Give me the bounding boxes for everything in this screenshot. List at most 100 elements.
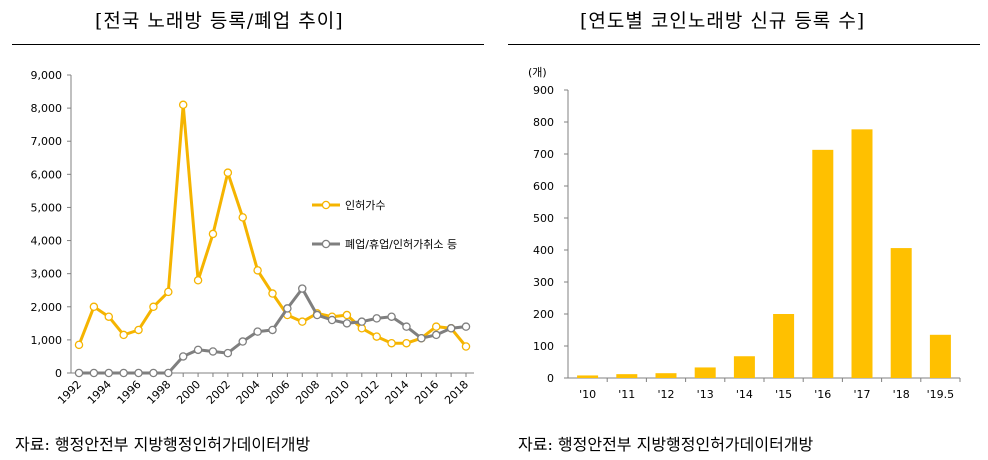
x-tick-label: '19.5: [927, 388, 955, 401]
legend-label-2: 폐업/휴업/인허가취소 등: [345, 238, 457, 251]
legend-label-1: 인허가수: [345, 199, 385, 212]
x-tick-label: '13: [697, 388, 714, 401]
bar-5: [773, 314, 795, 378]
y-tick-label: 200: [533, 308, 554, 321]
bar-3: [694, 367, 716, 378]
series-2-point: [372, 314, 381, 323]
series-2-point: [417, 333, 426, 343]
x-tick-label: '11: [618, 388, 635, 401]
x-tick-label: 1994: [85, 378, 114, 407]
series-2-point: [119, 368, 128, 378]
series-1-point: [149, 302, 158, 312]
series-1-point: [178, 100, 188, 110]
right-source-note: 자료: 행정안전부 지방행정인허가데이터개방: [518, 435, 814, 454]
x-tick-label: 2014: [383, 378, 412, 407]
right-title-divider: [508, 44, 980, 45]
series-1-point: [268, 289, 277, 298]
series-2-point: [74, 368, 84, 378]
series-2-point: [461, 322, 471, 331]
x-tick-label: 1992: [55, 378, 84, 407]
y-tick-label: 9,000: [31, 69, 63, 82]
series-2-point: [312, 310, 322, 320]
series-2-point: [238, 337, 247, 346]
y-tick-label: 0: [55, 367, 62, 380]
series-1-point: [342, 310, 352, 320]
series-2-point: [387, 312, 396, 321]
x-tick-label: '14: [736, 388, 753, 401]
bar-chart: (개) 0 100 200 300 400 500 600 700 800 900 '10 '11 '12…: [528, 66, 961, 401]
y-tick-label: 3,000: [31, 268, 63, 281]
series-1-point: [253, 266, 262, 275]
line-chart: 0 1,000 2,000 3,000 4,000 5,000 6,000 7,000 8,00…: [31, 69, 474, 407]
series-2-point: [149, 368, 158, 378]
x-tick-label: 1998: [144, 378, 173, 407]
right-chart-title: [연도별 코인노래방 신규 등록 수]: [580, 10, 866, 32]
legend-marker-1: [321, 200, 331, 210]
series-2-point: [342, 319, 352, 328]
series-1-point: [387, 338, 396, 348]
series-1-point: [193, 276, 203, 285]
series-1-point: [461, 342, 471, 351]
series-1-point: [431, 322, 441, 331]
series-1-point: [372, 332, 381, 341]
x-tick-label: 2018: [442, 378, 471, 407]
series-1-point: [134, 325, 143, 335]
series-1-point: [119, 330, 128, 340]
x-tick-label: '16: [814, 388, 831, 401]
x-tick-label: '15: [775, 388, 792, 401]
series-2-point: [268, 325, 277, 335]
series-2-point: [208, 347, 218, 356]
series-2-point: [89, 368, 99, 378]
series-2-point: [134, 368, 143, 378]
series-2-point: [223, 348, 233, 358]
bar-6: [812, 149, 834, 378]
x-tick-label: 2006: [264, 378, 293, 407]
bar-4: [733, 356, 755, 378]
bar-8: [890, 248, 912, 378]
series-2-point: [178, 352, 188, 361]
left-title-divider: [12, 44, 484, 45]
y-tick-label: 2,000: [31, 301, 63, 314]
y-tick-label: 0: [547, 372, 554, 385]
y-tick-label: 800: [533, 116, 554, 129]
x-tick-label: '17: [853, 388, 870, 401]
x-tick-label: 1996: [115, 378, 144, 407]
series-1-point: [238, 213, 247, 222]
x-tick-label: 2008: [293, 378, 322, 407]
series-line-1: [77, 103, 468, 348]
series-1-point: [223, 168, 233, 177]
bar-9: [929, 334, 951, 378]
x-tick-label: 2016: [412, 378, 441, 407]
series-1-point: [402, 338, 411, 348]
y-tick-label: 7,000: [31, 135, 63, 148]
y-tick-label: 100: [533, 340, 554, 353]
series-1-point: [89, 302, 99, 312]
x-tick-label: 2002: [204, 378, 233, 407]
y-tick-label: 1,000: [31, 334, 63, 347]
y-tick-label: 5,000: [31, 201, 63, 214]
y-tick-label: 700: [533, 148, 554, 161]
left-chart-title: [전국 노래방 등록/폐업 추이]: [95, 10, 344, 32]
y-tick-label: 300: [533, 276, 554, 289]
series-2-point: [253, 327, 262, 336]
series-2-point: [298, 284, 307, 293]
series-2-point: [327, 315, 337, 325]
series-1-point: [74, 340, 84, 350]
series-1-point: [208, 229, 218, 239]
x-tick-label: '18: [893, 388, 910, 401]
x-tick-label: 2004: [234, 378, 263, 407]
x-tick-label: 2010: [323, 378, 352, 407]
y-tick-label: 400: [533, 244, 554, 257]
x-tick-label: 2000: [174, 378, 203, 407]
series-1-point: [164, 287, 173, 297]
y-tick-label: 4,000: [31, 235, 63, 248]
y-tick-label: 8,000: [31, 102, 63, 115]
legend-marker-2: [321, 239, 331, 249]
series-2-point: [446, 324, 456, 333]
bar-1: [616, 374, 638, 378]
bar-2: [655, 373, 677, 378]
x-tick-label: 2012: [353, 378, 382, 407]
bar-0: [577, 375, 599, 378]
y-tick-label: 900: [533, 84, 554, 97]
